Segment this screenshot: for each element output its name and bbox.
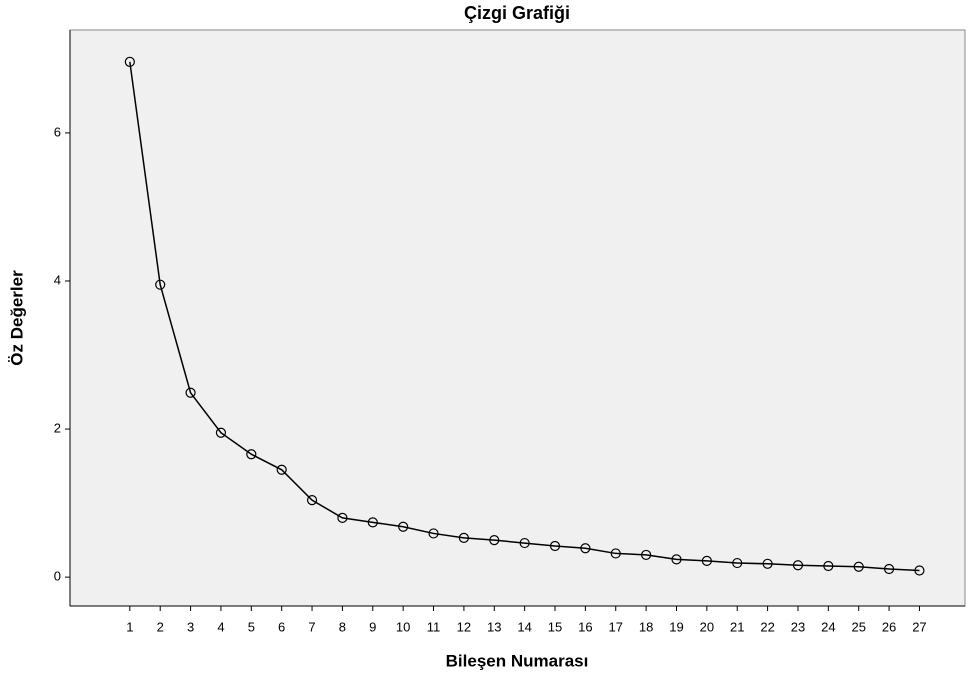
x-tick-label: 27 (912, 619, 926, 634)
point (883, 563, 895, 575)
y-tick-label: 2 (54, 420, 61, 435)
point (641, 549, 652, 561)
x-tick-label: 9 (369, 619, 376, 634)
x-tick-label: 22 (760, 619, 774, 634)
x-tick-label: 15 (548, 619, 562, 634)
point (337, 512, 348, 523)
x-tick-label: 5 (248, 619, 255, 634)
x-tick-label: 4 (217, 619, 224, 634)
x-tick-label: 26 (882, 619, 896, 634)
x-tick-label: 2 (157, 619, 164, 634)
point (671, 554, 682, 565)
point (428, 528, 439, 539)
x-tick-label: 1 (126, 619, 133, 634)
point (398, 521, 409, 532)
point (306, 495, 318, 506)
x-tick-label: 23 (791, 619, 805, 634)
point (155, 279, 166, 290)
x-tick-label: 10 (396, 619, 410, 634)
x-tick-label: 3 (187, 619, 194, 634)
x-tick-label: 24 (821, 619, 835, 634)
x-axis-label: Bileşen Numarası (446, 651, 589, 670)
x-tick-label: 17 (609, 619, 623, 634)
point (762, 558, 773, 569)
point (458, 532, 469, 543)
y-tick-label: 0 (54, 569, 61, 584)
point (853, 561, 864, 572)
x-tick-label: 16 (578, 619, 592, 634)
x-tick-label: 20 (700, 619, 714, 634)
y-tick-label: 6 (54, 124, 61, 139)
plot-area (69, 29, 966, 607)
point (610, 548, 621, 559)
point (489, 535, 500, 546)
point (124, 56, 135, 67)
point (701, 555, 712, 566)
point (367, 517, 378, 528)
x-tick-label: 7 (308, 619, 315, 634)
point (549, 540, 561, 552)
chart-title: Çizgi Grafiği (464, 3, 570, 23)
x-tick-label: 18 (639, 619, 653, 634)
point (519, 537, 530, 549)
point (276, 464, 287, 475)
x-tick-label: 25 (851, 619, 865, 634)
line (129, 61, 920, 572)
x-tick-label: 14 (517, 619, 531, 634)
x-tick-label: 11 (427, 619, 441, 634)
point (246, 449, 257, 460)
x-tick-label: 8 (339, 619, 346, 634)
point (823, 560, 834, 572)
point (215, 427, 227, 438)
point (185, 387, 196, 398)
x-tick-label: 12 (457, 619, 471, 634)
x-tick-label: 21 (730, 619, 744, 634)
point (792, 560, 804, 571)
point (580, 543, 591, 554)
x-tick-label: 13 (487, 619, 501, 634)
x-tick-label: 6 (278, 619, 285, 634)
y-tick-label: 4 (54, 272, 61, 287)
x-tick-label: 19 (669, 619, 683, 634)
point (732, 557, 743, 569)
point (914, 565, 925, 576)
y-axis-label: Öz Değerler (7, 270, 26, 366)
